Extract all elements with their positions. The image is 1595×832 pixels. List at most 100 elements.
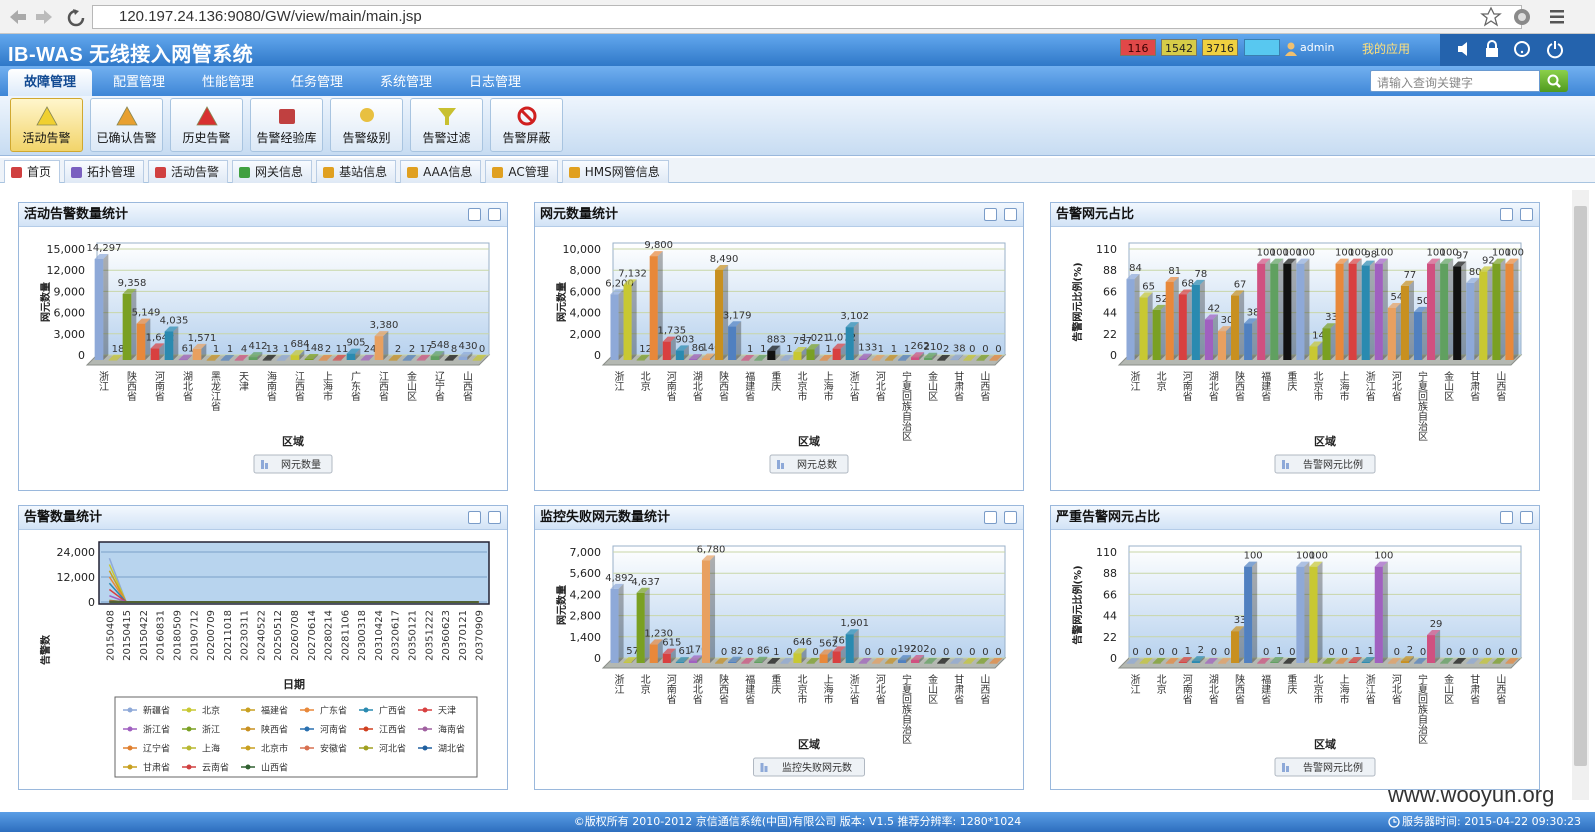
bar bbox=[832, 348, 841, 360]
legend-button[interactable] bbox=[253, 454, 333, 474]
panel-title: 告警网元占比 bbox=[1056, 207, 1135, 222]
data-label: 84 bbox=[1129, 263, 1142, 274]
refresh-button[interactable] bbox=[1500, 208, 1513, 221]
maximize-button[interactable] bbox=[1520, 511, 1533, 524]
refresh-button[interactable] bbox=[468, 511, 481, 524]
toolbar-button[interactable]: 告警过滤 bbox=[410, 98, 483, 152]
scroll-thumb[interactable] bbox=[1574, 206, 1587, 766]
panel-header: 告警网元占比 bbox=[1051, 203, 1539, 227]
bar-side bbox=[879, 354, 885, 360]
bar-top bbox=[1244, 318, 1258, 324]
data-label: 100 bbox=[1270, 248, 1289, 259]
maximize-button[interactable] bbox=[1004, 511, 1017, 524]
bar bbox=[675, 350, 684, 360]
toolbar-button[interactable]: 告警屏蔽 bbox=[490, 98, 563, 152]
menu-tab[interactable]: 任务管理 bbox=[290, 75, 343, 90]
legend-button[interactable] bbox=[1274, 454, 1376, 474]
menu-tab[interactable]: 系统管理 bbox=[379, 75, 432, 90]
bar-top bbox=[1453, 658, 1467, 663]
major-count[interactable]: 1542 bbox=[1161, 39, 1197, 56]
y-axis-title: 告警数 bbox=[39, 634, 52, 665]
nav-buttons[interactable] bbox=[6, 7, 86, 27]
user-name[interactable]: admin bbox=[1300, 41, 1335, 54]
my-apps[interactable]: 我的应用 bbox=[1362, 42, 1411, 56]
legend-label: 海南省 bbox=[438, 724, 465, 736]
menu-tab[interactable]: 日志管理 bbox=[468, 75, 521, 90]
maximize-button[interactable] bbox=[488, 511, 501, 524]
legend-button[interactable] bbox=[769, 454, 849, 474]
toolbar-button[interactable]: 活动告警 bbox=[10, 98, 83, 152]
y-tick-label: 9,000 bbox=[54, 285, 86, 298]
page-tab[interactable]: AAA信息 bbox=[400, 160, 482, 183]
bar bbox=[1126, 279, 1135, 360]
menu-tab[interactable]: 性能管理 bbox=[201, 75, 254, 90]
bar-top bbox=[1231, 290, 1245, 296]
data-label: 78 bbox=[1194, 269, 1207, 280]
legend-label: 天津 bbox=[438, 706, 456, 717]
page-tab[interactable]: 首页 bbox=[4, 160, 61, 183]
tool-icons[interactable] bbox=[1440, 34, 1595, 66]
menu-tab[interactable]: 故障管理 bbox=[8, 69, 92, 96]
minor-count[interactable]: 3716 bbox=[1202, 39, 1238, 56]
bar-top bbox=[1309, 341, 1323, 347]
bar-top bbox=[1178, 657, 1192, 663]
bar bbox=[164, 331, 174, 360]
bar-top bbox=[1217, 658, 1232, 663]
toolbar-button[interactable]: 已确认告警 bbox=[90, 98, 163, 152]
maximize-button[interactable] bbox=[1004, 208, 1017, 221]
bar bbox=[360, 359, 370, 361]
refresh-button[interactable] bbox=[984, 511, 997, 524]
bar-top bbox=[728, 656, 742, 662]
bar bbox=[623, 662, 632, 663]
maximize-button[interactable] bbox=[488, 208, 501, 221]
page-tab[interactable]: 基站信息 bbox=[316, 160, 397, 183]
bar bbox=[444, 359, 454, 361]
plot-wall bbox=[612, 242, 1006, 356]
bar bbox=[1165, 281, 1174, 360]
bar-top bbox=[1335, 258, 1349, 264]
page-tab[interactable]: 活动告警 bbox=[148, 160, 229, 183]
data-label: 1 bbox=[904, 344, 910, 355]
bar-side bbox=[840, 343, 846, 360]
maximize-button[interactable] bbox=[1520, 208, 1533, 221]
data-label: 38 bbox=[1247, 307, 1260, 318]
address-bar[interactable]: 120.197.24.136:9080/GW/view/main/main.js… bbox=[92, 5, 1522, 29]
server-time: 服务器时间: 2015-04-22 09:30:23 bbox=[1402, 815, 1582, 828]
bar-side bbox=[657, 639, 663, 663]
bar-top bbox=[178, 354, 193, 360]
data-label: 3,380 bbox=[370, 320, 399, 331]
bar bbox=[1453, 266, 1462, 360]
search-button[interactable] bbox=[1540, 70, 1568, 92]
legend-button[interactable] bbox=[753, 757, 865, 777]
x-tick-label: 河南省 bbox=[664, 371, 676, 402]
toolbar-button[interactable]: 历史告警 bbox=[170, 98, 243, 152]
refresh-button[interactable] bbox=[1500, 511, 1513, 524]
legend-button[interactable] bbox=[1274, 757, 1376, 777]
page-tab[interactable]: HMS网管信息 bbox=[561, 160, 669, 183]
refresh-button[interactable] bbox=[984, 208, 997, 221]
bar-top bbox=[1139, 292, 1153, 298]
warning-count[interactable] bbox=[1244, 39, 1280, 56]
menu-tab[interactable]: 配置管理 bbox=[112, 75, 165, 90]
critical-count[interactable]: 116 bbox=[1120, 39, 1156, 56]
app-header: IB-WAS 无线接入网管系统 116 1542 3716 admin 我的应用 bbox=[0, 34, 1595, 66]
tab-icon bbox=[239, 166, 251, 178]
bar bbox=[858, 663, 867, 664]
x-tick-label: 北京 bbox=[1154, 371, 1166, 392]
data-label: 8 bbox=[451, 344, 457, 355]
bar-side bbox=[1160, 304, 1166, 360]
refresh-button[interactable] bbox=[468, 208, 481, 221]
bar-side bbox=[762, 656, 768, 663]
data-label: 2 bbox=[409, 344, 415, 355]
bar-side bbox=[1291, 258, 1297, 360]
page-tab[interactable]: 网关信息 bbox=[232, 160, 313, 183]
bar bbox=[858, 358, 867, 360]
toolbar-button[interactable]: 告警级别 bbox=[330, 98, 403, 152]
search-box[interactable]: 请输入查询关键字 bbox=[1370, 70, 1540, 92]
data-label: 0 bbox=[1158, 647, 1164, 658]
page-tab[interactable]: AC管理 bbox=[485, 160, 558, 183]
browser-icons[interactable] bbox=[1480, 6, 1590, 28]
bar-side bbox=[327, 354, 333, 360]
toolbar-button[interactable]: 告警经验库 bbox=[250, 98, 323, 152]
page-tab[interactable]: 拓扑管理 bbox=[64, 160, 145, 183]
